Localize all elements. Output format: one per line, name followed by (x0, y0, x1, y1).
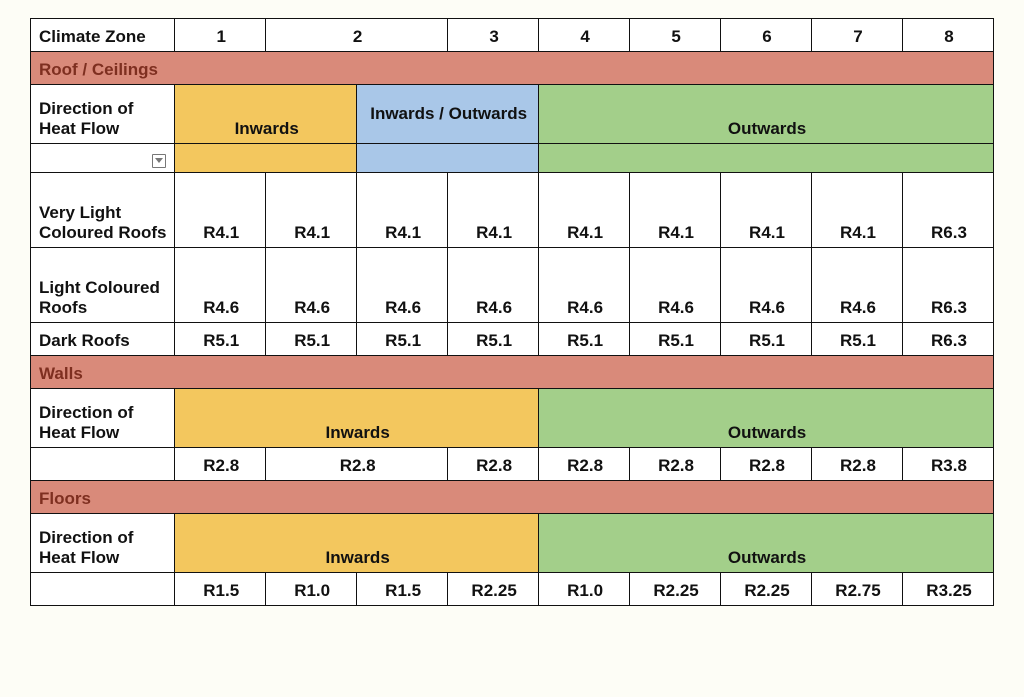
filter-dropdown-icon[interactable] (152, 154, 166, 168)
zone-6: 6 (721, 19, 812, 52)
zone-8: 8 (902, 19, 993, 52)
roof-outwards: Outwards (539, 85, 994, 144)
section-walls: Walls (31, 356, 994, 389)
floors-inwards: Inwards (175, 514, 539, 573)
roof-both: Inwards / Outwards (357, 85, 539, 144)
row-roof-1: Light Coloured Roofs (31, 248, 175, 323)
walls-inwards: Inwards (175, 389, 539, 448)
walls-outwards: Outwards (539, 389, 994, 448)
zone-2: 2 (266, 19, 448, 52)
heatflow-label-roof: Direction of Heat Flow (31, 85, 175, 144)
floors-outwards: Outwards (539, 514, 994, 573)
header-title: Climate Zone (31, 19, 175, 52)
roof-inwards: Inwards (175, 85, 357, 144)
row-walls (31, 448, 175, 481)
zone-1: 1 (175, 19, 266, 52)
zone-3: 3 (448, 19, 539, 52)
zone-7: 7 (812, 19, 903, 52)
row-roof-2: Dark Roofs (31, 323, 175, 356)
filter-cell[interactable] (31, 144, 175, 173)
insulation-table: Climate Zone 1 2 3 4 5 6 7 8 Roof / Ceil… (30, 18, 994, 606)
section-roof: Roof / Ceilings (31, 52, 994, 85)
zone-5: 5 (630, 19, 721, 52)
row-roof-0: Very Light Coloured Roofs (31, 173, 175, 248)
heatflow-label-floors: Direction of Heat Flow (31, 514, 175, 573)
section-floors: Floors (31, 481, 994, 514)
zone-4: 4 (539, 19, 630, 52)
heatflow-label-walls: Direction of Heat Flow (31, 389, 175, 448)
row-floors (31, 573, 175, 606)
